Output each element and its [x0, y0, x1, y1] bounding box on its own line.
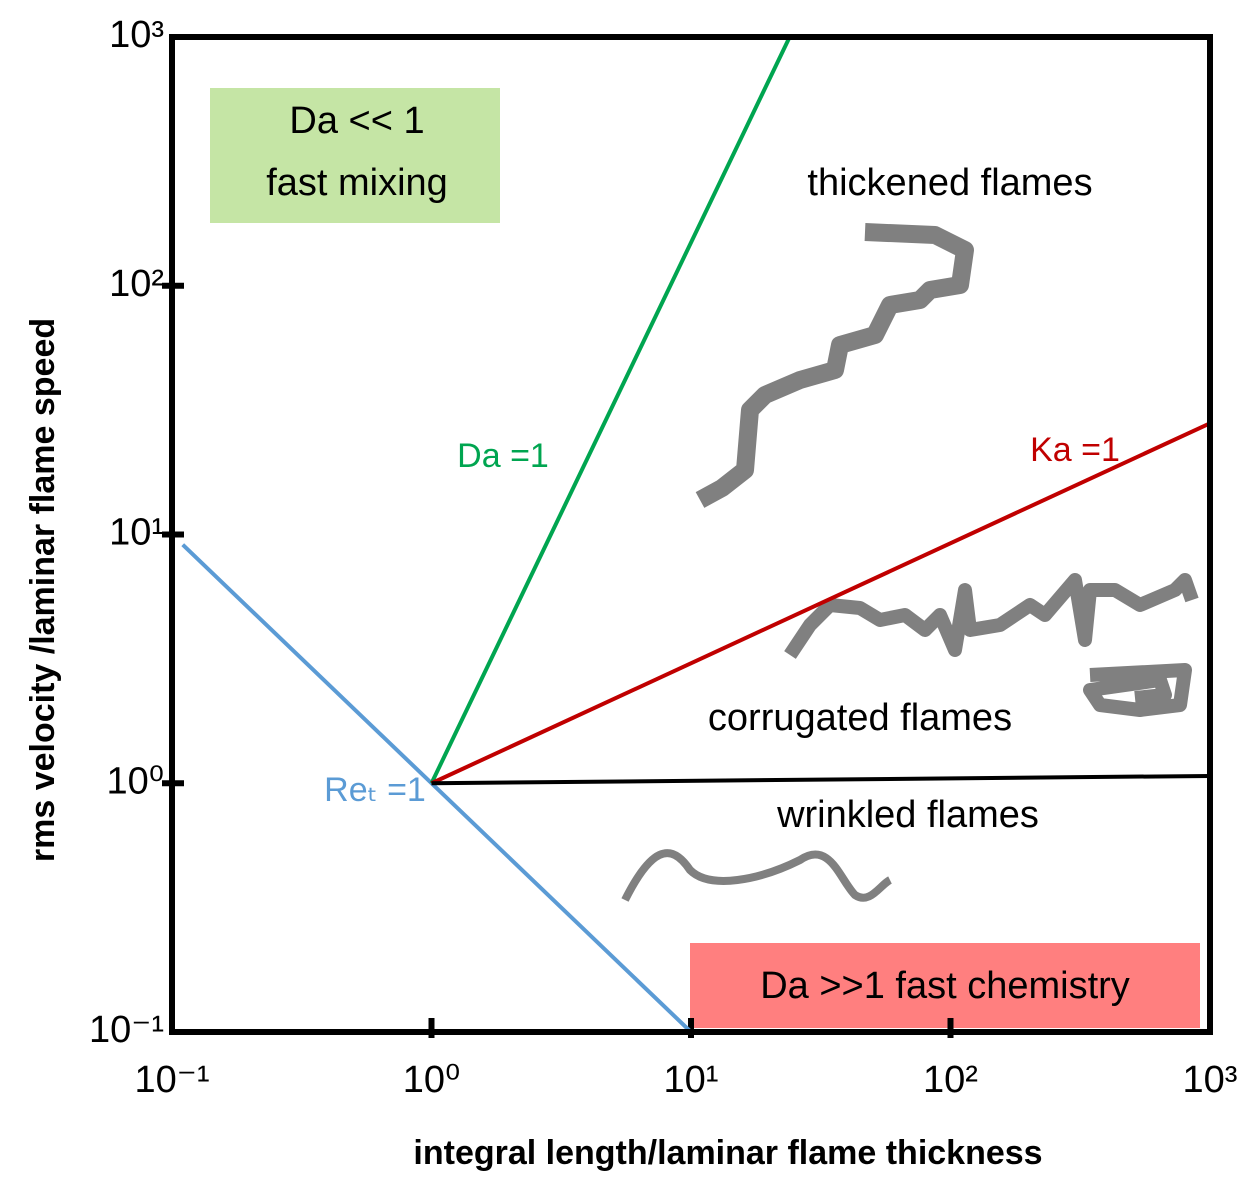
series-line [432, 776, 1211, 783]
x-tick-label: 10⁻¹ [135, 1059, 210, 1101]
line-label: Ka =1 [1030, 431, 1120, 469]
x-tick-label: 10⁰ [403, 1059, 461, 1101]
region-label: corrugated flames [708, 697, 1012, 739]
y-tick-label: 10⁰ [106, 760, 164, 802]
flame-sketch [700, 232, 965, 500]
y-axis-label: rms velocity /laminar flame speed [24, 318, 62, 862]
y-tick-label: 10¹ [109, 512, 164, 554]
line-label: Reₜ =1 [324, 771, 426, 809]
flame-sketch [790, 580, 1192, 710]
y-tick-label: 10³ [109, 14, 164, 56]
line-label: Da =1 [457, 437, 549, 475]
annotation: fast mixing [266, 162, 448, 204]
annotation: Da >>1 fast chemistry [760, 965, 1130, 1007]
page: Da << 1 fast mixing Da >>1 fast chemistr… [0, 0, 1239, 1182]
flame-sketch [625, 853, 890, 900]
annotation: Da << 1 [289, 100, 424, 142]
region-label: thickened flames [807, 162, 1092, 204]
y-tick-label: 10² [109, 263, 164, 305]
x-axis-label: integral length/laminar flame thickness [413, 1134, 1042, 1172]
y-tick-label: 10⁻¹ [89, 1009, 164, 1051]
chart: Da << 1 fast mixing Da >>1 fast chemistr… [0, 0, 1239, 1177]
x-tick-label: 10¹ [664, 1059, 719, 1101]
series-line [183, 545, 691, 1032]
x-tick-label: 10³ [1183, 1059, 1238, 1101]
region-label: wrinkled flames [776, 794, 1039, 836]
x-tick-label: 10² [923, 1059, 978, 1101]
